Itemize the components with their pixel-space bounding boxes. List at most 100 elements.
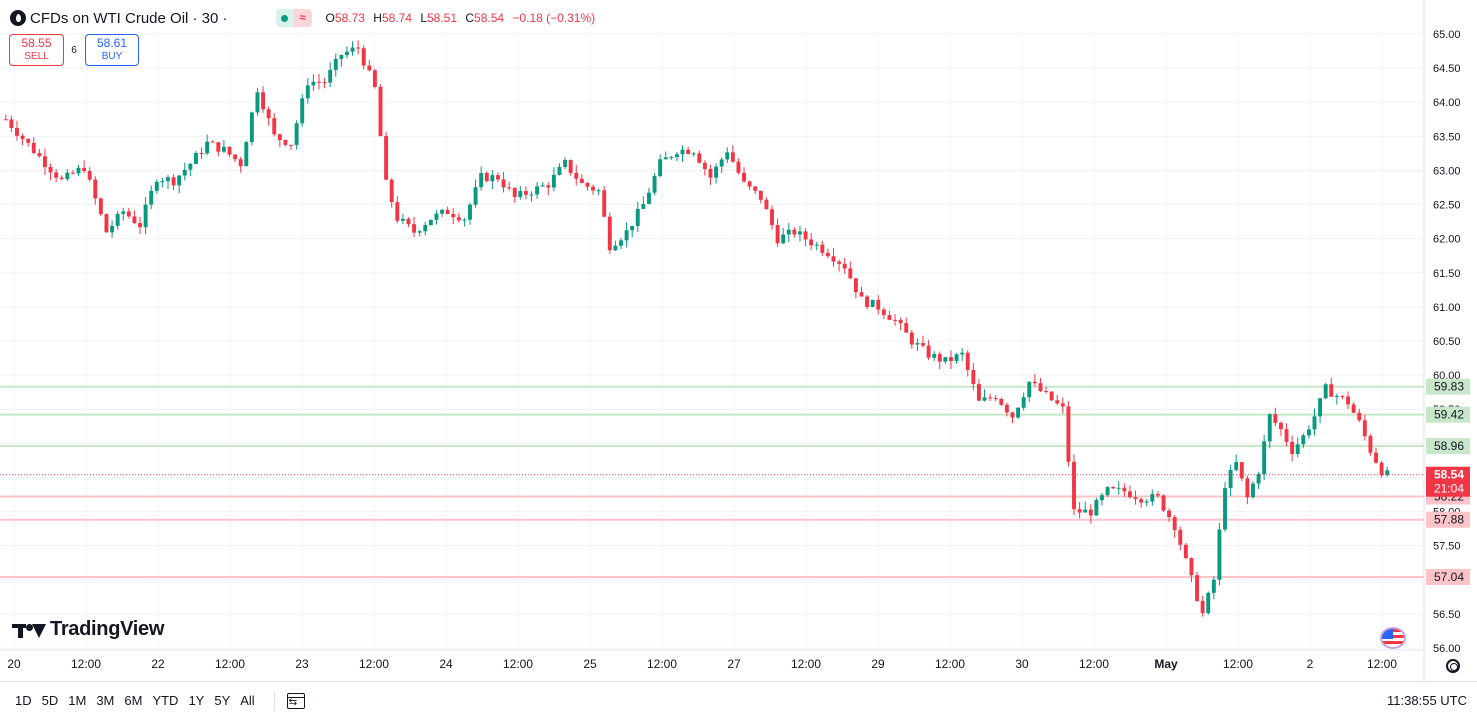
symbol-logo-icon: [10, 10, 26, 26]
open-value: 58.73: [334, 11, 365, 25]
candle-body: [848, 268, 853, 279]
candle-body: [227, 146, 232, 155]
timeframe-3m[interactable]: 3M: [96, 693, 115, 708]
candle-body: [59, 177, 64, 180]
candle-body: [870, 299, 875, 307]
candle-body: [837, 261, 842, 264]
candle-body: [680, 149, 685, 155]
timeframe-5d[interactable]: 5D: [41, 693, 59, 708]
candle-body: [1122, 487, 1127, 492]
utc-clock[interactable]: 11:38:55 UTC: [1387, 693, 1467, 708]
candle-body: [305, 85, 310, 99]
candle-body: [177, 175, 182, 186]
symbol-title[interactable]: CFDs on WTI Crude Oil · 30 ·: [30, 9, 228, 27]
timeframe-1d[interactable]: 1D: [15, 693, 32, 708]
level-label-box: [1426, 569, 1470, 586]
candle-body: [1139, 499, 1144, 503]
candle-body: [205, 141, 210, 154]
candle-body: [865, 296, 870, 307]
tradingview-logo[interactable]: TradingView: [12, 618, 164, 641]
level-label-box: [1426, 438, 1470, 455]
x-tick-label: 12:00: [647, 657, 677, 671]
candle-body: [42, 156, 47, 168]
candle-body: [445, 209, 450, 215]
tradingview-logo-icon: [12, 620, 46, 640]
market-open-dot-icon: [275, 9, 294, 27]
symbol-legend: CFDs on WTI Crude Oil · 30 · ≈ O58.73 H5…: [10, 8, 600, 28]
candle-body: [663, 157, 668, 160]
candle-body: [154, 181, 159, 191]
candle-body: [1267, 414, 1272, 442]
candle-body: [719, 159, 724, 167]
candle-body: [479, 173, 484, 188]
high-value: 58.74: [381, 11, 412, 25]
x-tick-label: 30: [1015, 657, 1029, 671]
last-price-box: [1426, 466, 1470, 497]
candle-body: [1088, 509, 1093, 516]
candle-body: [48, 167, 53, 173]
candle-body: [831, 256, 836, 262]
x-tick-label: 12:00: [503, 657, 533, 671]
candle-body: [244, 142, 249, 167]
candle-body: [557, 166, 562, 175]
candle-body: [607, 216, 612, 251]
timeframe-1y[interactable]: 1Y: [188, 693, 205, 708]
sell-button[interactable]: 58.55 SELL: [9, 34, 64, 66]
candle-body: [1385, 470, 1390, 476]
candle-body: [272, 118, 277, 135]
candle-body: [1044, 391, 1049, 393]
close-label: C: [465, 11, 475, 25]
timeframe-ytd[interactable]: YTD: [152, 693, 179, 708]
date-range-icon[interactable]: [286, 692, 305, 709]
candle-body: [602, 190, 607, 217]
candle-body: [954, 354, 959, 361]
market-status-pill[interactable]: ≈: [275, 9, 312, 27]
price-chart[interactable]: 65.00 64.50 64.00 63.50 63.00 62.50 62.00 61.50…: [0, 0, 1477, 681]
x-tick-label: 27: [727, 657, 741, 671]
gear-icon[interactable]: [1446, 659, 1460, 673]
y-tick-label: 56.50: [1433, 609, 1461, 621]
candle-body: [160, 181, 165, 183]
candle-body: [982, 397, 987, 401]
timeframe-6m[interactable]: 6M: [124, 693, 143, 708]
candle-body: [311, 81, 316, 86]
candle-body: [333, 58, 338, 70]
x-tick-label: 23: [295, 657, 309, 671]
candle-body: [535, 186, 540, 195]
candle-body: [1290, 441, 1295, 454]
candle-body: [803, 231, 808, 240]
candle-body: [540, 185, 545, 187]
toolbar-divider: [273, 690, 275, 711]
candle-body: [1100, 495, 1104, 501]
candle-body: [691, 153, 696, 155]
candle-body: [585, 182, 590, 187]
low-value: 58.51: [427, 11, 458, 25]
us-flag-icon[interactable]: [1380, 627, 1406, 649]
timeframe-all[interactable]: All: [240, 693, 255, 708]
level-label: 57.88: [1434, 513, 1464, 527]
x-tick-label: 12:00: [215, 657, 245, 671]
candle-body: [54, 172, 59, 178]
candle-body: [1278, 422, 1283, 430]
timeframe-5y[interactable]: 5Y: [214, 693, 231, 708]
candle-body: [1049, 391, 1054, 401]
candle-body: [1072, 461, 1076, 510]
candle-body: [143, 204, 148, 228]
y-tick-label: 57.50: [1433, 541, 1461, 553]
candle-body: [999, 398, 1004, 405]
candle-body: [76, 167, 81, 174]
candle-body: [249, 112, 254, 143]
buy-button[interactable]: 58.61 BUY: [85, 34, 139, 66]
x-tick-label: 12:00: [1367, 657, 1397, 671]
candle-body: [1055, 400, 1060, 404]
candle-body: [417, 231, 422, 233]
y-tick-label: 64.00: [1433, 97, 1461, 109]
candle-body: [730, 152, 735, 162]
timeframe-1m[interactable]: 1M: [68, 693, 87, 708]
level-label-box: [1426, 511, 1470, 528]
candle-body: [1094, 500, 1099, 516]
candle-body: [255, 92, 260, 113]
candle-body: [188, 163, 193, 170]
candle-body: [949, 357, 953, 361]
candle-body: [344, 51, 349, 56]
